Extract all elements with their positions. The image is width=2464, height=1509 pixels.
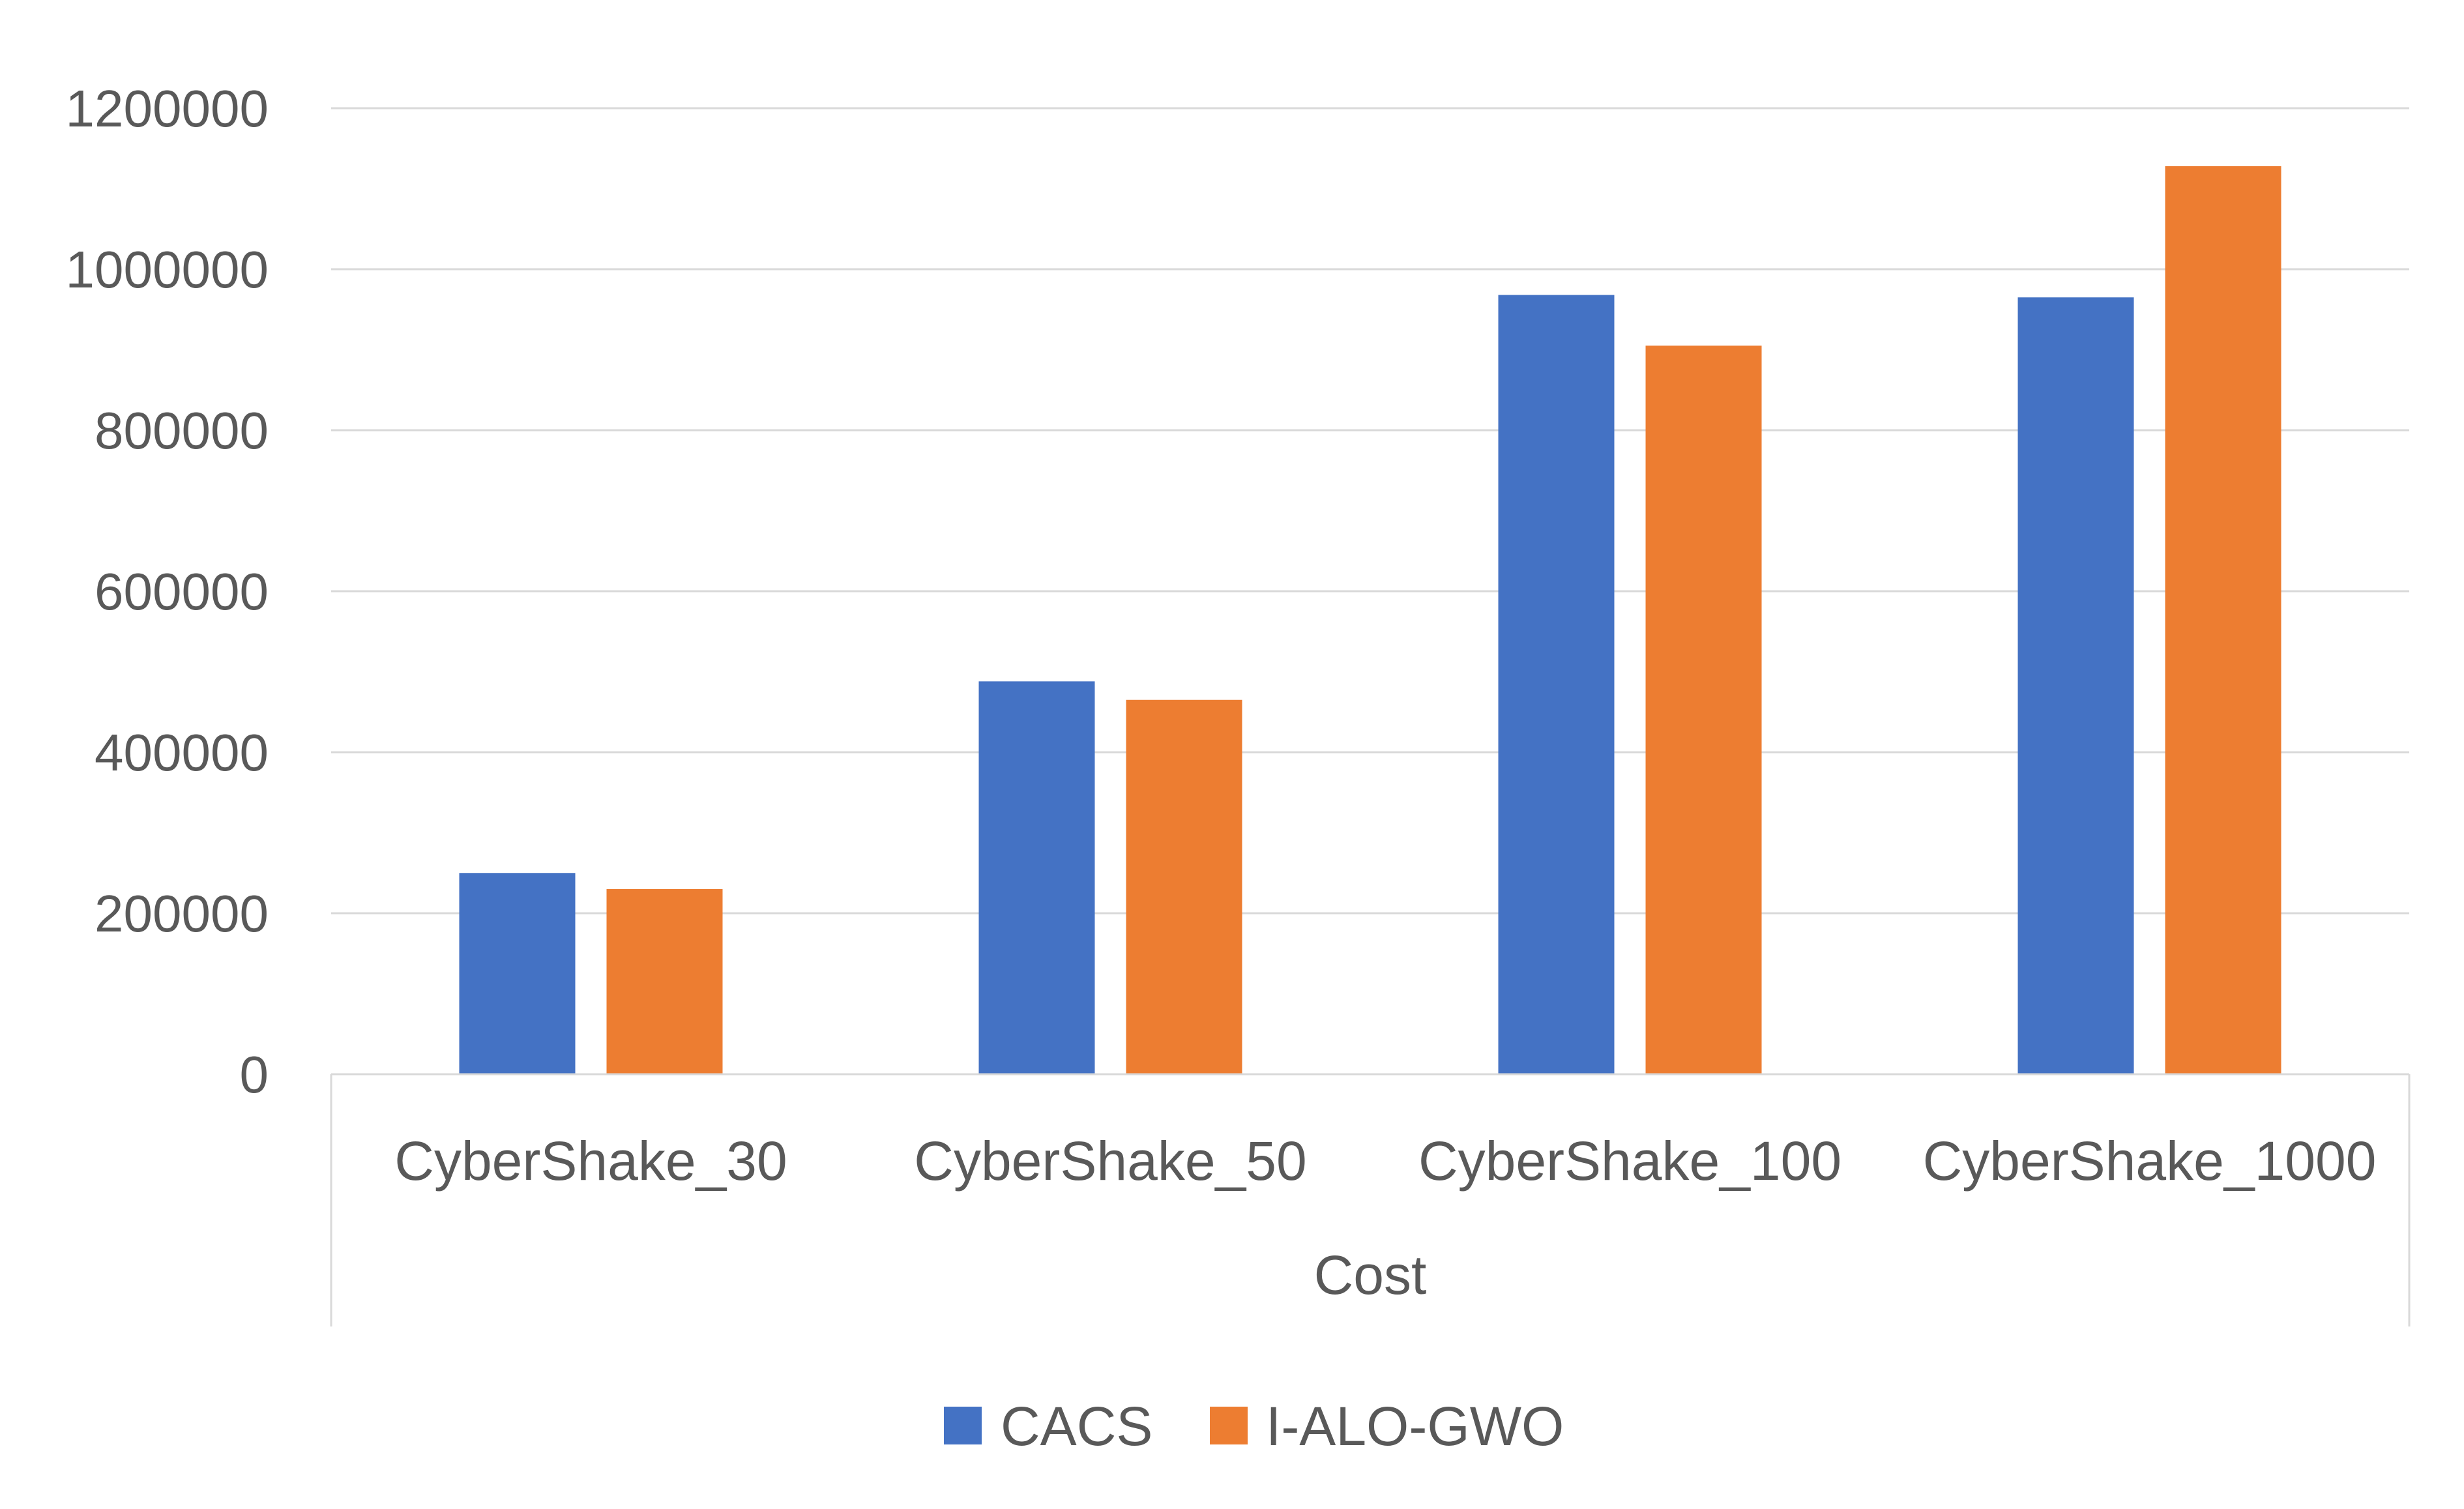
legend-label: CACS bbox=[1001, 1396, 1152, 1457]
y-tick-label: 600000 bbox=[95, 563, 269, 621]
legend-swatch-i-alo-gwo bbox=[1210, 1407, 1248, 1444]
y-tick-label: 1000000 bbox=[66, 241, 269, 299]
legend-swatch-cacs bbox=[944, 1407, 982, 1444]
x-axis-group-label: Cost bbox=[1314, 1244, 1427, 1306]
y-tick-label: 800000 bbox=[95, 402, 269, 460]
bar-i-alo-gwo-2 bbox=[1645, 345, 1762, 1075]
y-tick-label: 1200000 bbox=[66, 80, 269, 138]
x-axis-category-labels: CyberShake_30 CyberShake_50 CyberShake_100… bbox=[394, 1130, 2376, 1192]
bars bbox=[459, 166, 2281, 1075]
bar-i-alo-gwo-1 bbox=[1126, 699, 1242, 1074]
bar-cacs-2 bbox=[1498, 295, 1615, 1074]
y-tick-label: 0 bbox=[240, 1046, 269, 1104]
y-axis-tick-labels: 0 200000 400000 600000 800000 1000000 1200000 bbox=[66, 80, 269, 1104]
legend-label: I-ALO-GWO bbox=[1266, 1396, 1564, 1457]
legend: CACS I-ALO-GWO bbox=[944, 1396, 1564, 1457]
bar-i-alo-gwo-3 bbox=[2165, 166, 2281, 1074]
y-tick-label: 400000 bbox=[95, 724, 269, 782]
category-label: CyberShake_50 bbox=[914, 1130, 1306, 1192]
bar-i-alo-gwo-0 bbox=[606, 888, 723, 1074]
bar-cacs-1 bbox=[978, 681, 1095, 1074]
bar-cacs-0 bbox=[459, 873, 576, 1074]
bar-cacs-3 bbox=[2017, 297, 2134, 1075]
category-label: CyberShake_1000 bbox=[1923, 1130, 2377, 1192]
y-tick-label: 200000 bbox=[95, 885, 269, 943]
axes bbox=[330, 1073, 2411, 1326]
category-label: CyberShake_100 bbox=[1418, 1130, 1841, 1192]
category-label: CyberShake_30 bbox=[394, 1130, 787, 1192]
